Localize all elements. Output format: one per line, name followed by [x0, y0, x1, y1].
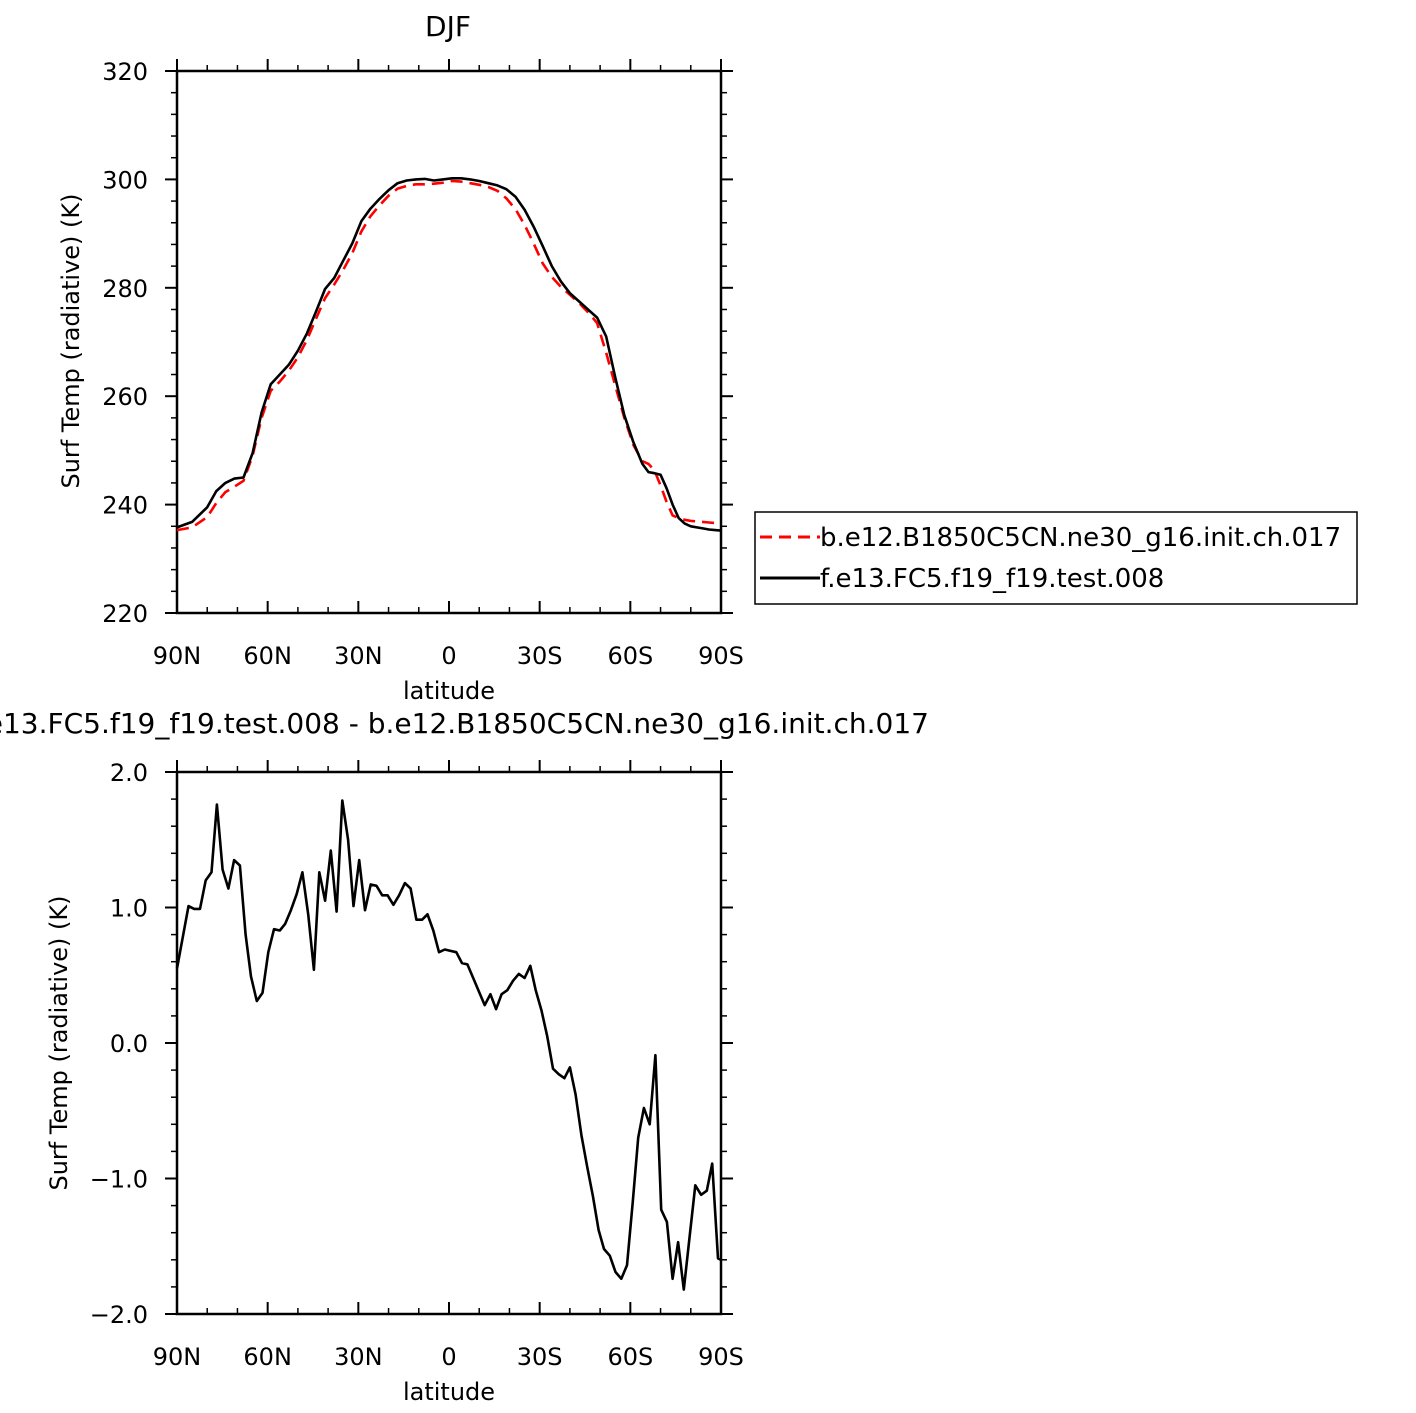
- plot-frame: [175, 770, 723, 1316]
- chart-title: f.e13.FC5.f19_f19.test.008 - b.e12.B1850…: [0, 707, 929, 740]
- series-line: [176, 177, 722, 532]
- top-panel: DJF latitude Surf Temp (radiative) (K) 9…: [57, 10, 1358, 705]
- x-tick-label: 30S: [517, 1343, 563, 1371]
- y-tick-label: 2.0: [110, 759, 148, 787]
- axis-ticks: 90N 60N 30N 0 30S 60S 90S −2.0 −1.0 0.0 1.0 2.0: [90, 759, 744, 1371]
- x-tick-label: 60S: [607, 1343, 653, 1371]
- legend: b.e12.B1850C5CN.ne30_g16.init.ch.017 f.e…: [754, 511, 1358, 605]
- y-tick-label: 1.0: [110, 895, 148, 923]
- x-tick-label: 90S: [698, 642, 744, 670]
- x-tick-label: 30S: [517, 642, 563, 670]
- y-tick-label: 220: [102, 600, 148, 628]
- series-group: [176, 177, 722, 532]
- x-tick-label: 90N: [153, 1343, 202, 1371]
- y-tick-label: 240: [102, 492, 148, 520]
- x-tick-label: 30N: [334, 1343, 383, 1371]
- x-tick-label: 60N: [243, 642, 292, 670]
- y-tick-label: −2.0: [90, 1301, 148, 1329]
- y-tick-label: 320: [102, 58, 148, 86]
- legend-entry: b.e12.B1850C5CN.ne30_g16.init.ch.017: [820, 523, 1341, 553]
- series-group: [175, 799, 722, 1291]
- y-tick-label: 260: [102, 383, 148, 411]
- series-line: [176, 179, 722, 532]
- chart-title: DJF: [425, 10, 471, 43]
- x-tick-label: 30N: [334, 642, 383, 670]
- legend-box: [754, 511, 1358, 605]
- legend-entry: f.e13.FC5.f19_f19.test.008: [820, 564, 1164, 594]
- plot-frame: [175, 69, 723, 615]
- x-tick-label: 60N: [243, 1343, 292, 1371]
- x-axis-label: latitude: [403, 1378, 495, 1406]
- y-tick-label: 280: [102, 275, 148, 303]
- x-tick-label: 0: [441, 1343, 456, 1371]
- x-axis-label: latitude: [403, 677, 495, 705]
- x-tick-label: 0: [441, 642, 456, 670]
- y-axis-label: Surf Temp (radiative) (K): [45, 895, 73, 1190]
- axis-ticks: 90N 60N 30N 0 30S 60S 90S 220 240 260 280 300 320: [102, 58, 744, 670]
- y-tick-label: 0.0: [110, 1030, 148, 1058]
- y-axis-label: Surf Temp (radiative) (K): [57, 193, 85, 488]
- x-tick-label: 90N: [153, 642, 202, 670]
- bottom-panel: f.e13.FC5.f19_f19.test.008 - b.e12.B1850…: [0, 707, 929, 1406]
- y-tick-label: 300: [102, 166, 148, 194]
- series-line: [175, 799, 722, 1291]
- x-tick-label: 90S: [698, 1343, 744, 1371]
- y-tick-label: −1.0: [90, 1166, 148, 1194]
- x-tick-label: 60S: [607, 642, 653, 670]
